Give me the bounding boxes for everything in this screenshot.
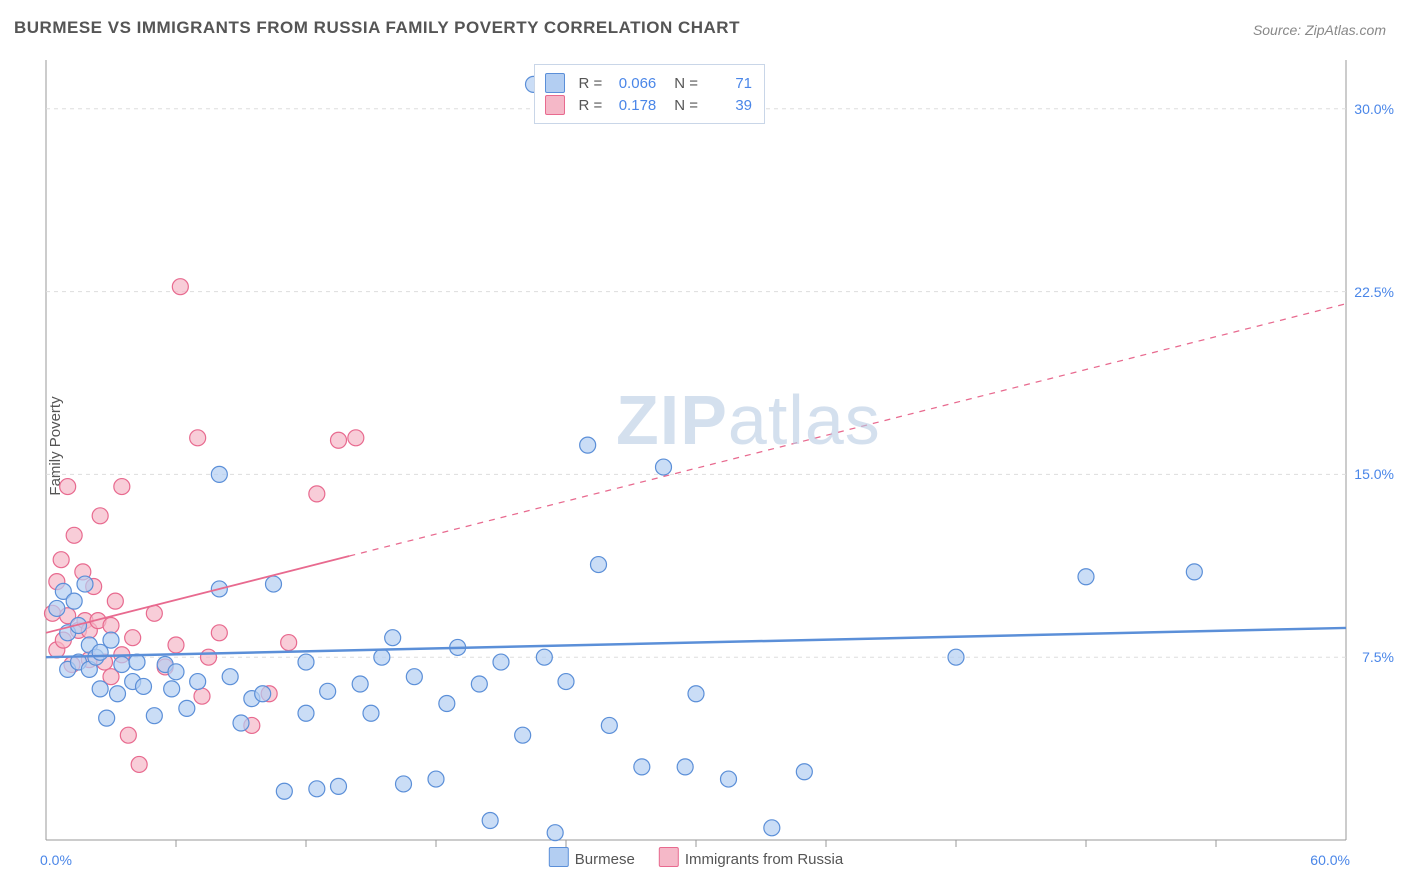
legend-label: Burmese [575, 851, 635, 868]
r-value: 0.066 [610, 75, 656, 92]
x-axis-max-label: 60.0% [1310, 852, 1350, 868]
r-value: 0.178 [610, 97, 656, 114]
n-value: 39 [706, 97, 752, 114]
chart-title: BURMESE VS IMMIGRANTS FROM RUSSIA FAMILY… [14, 18, 740, 38]
scatter-plot: ZIPatlas 7.5%15.0%22.5%30.0% 0.0% 60.0% … [46, 60, 1346, 840]
n-label: N = [674, 97, 698, 114]
x-axis-min-label: 0.0% [40, 852, 72, 868]
r-label: R = [579, 97, 603, 114]
y-tick-label: 15.0% [1354, 466, 1394, 482]
legend-swatch [545, 73, 565, 93]
legend-stat-row: R = 0.066 N = 71 [545, 73, 753, 93]
legend-swatch [659, 847, 679, 867]
r-label: R = [579, 75, 603, 92]
y-tick-label: 22.5% [1354, 284, 1394, 300]
bottom-legend: Burmese Immigrants from Russia [549, 847, 843, 868]
y-tick-label: 7.5% [1362, 649, 1394, 665]
source-label: Source: ZipAtlas.com [1253, 22, 1386, 38]
legend-swatch [549, 847, 569, 867]
legend-stat-row: R = 0.178 N = 39 [545, 95, 753, 115]
correlation-legend: R = 0.066 N = 71 R = 0.178 N = 39 [534, 64, 766, 124]
n-value: 71 [706, 75, 752, 92]
legend-label: Immigrants from Russia [685, 851, 843, 868]
n-label: N = [674, 75, 698, 92]
y-tick-label: 30.0% [1354, 101, 1394, 117]
legend-swatch [545, 95, 565, 115]
legend-item: Burmese [549, 847, 635, 868]
legend-item: Immigrants from Russia [659, 847, 843, 868]
